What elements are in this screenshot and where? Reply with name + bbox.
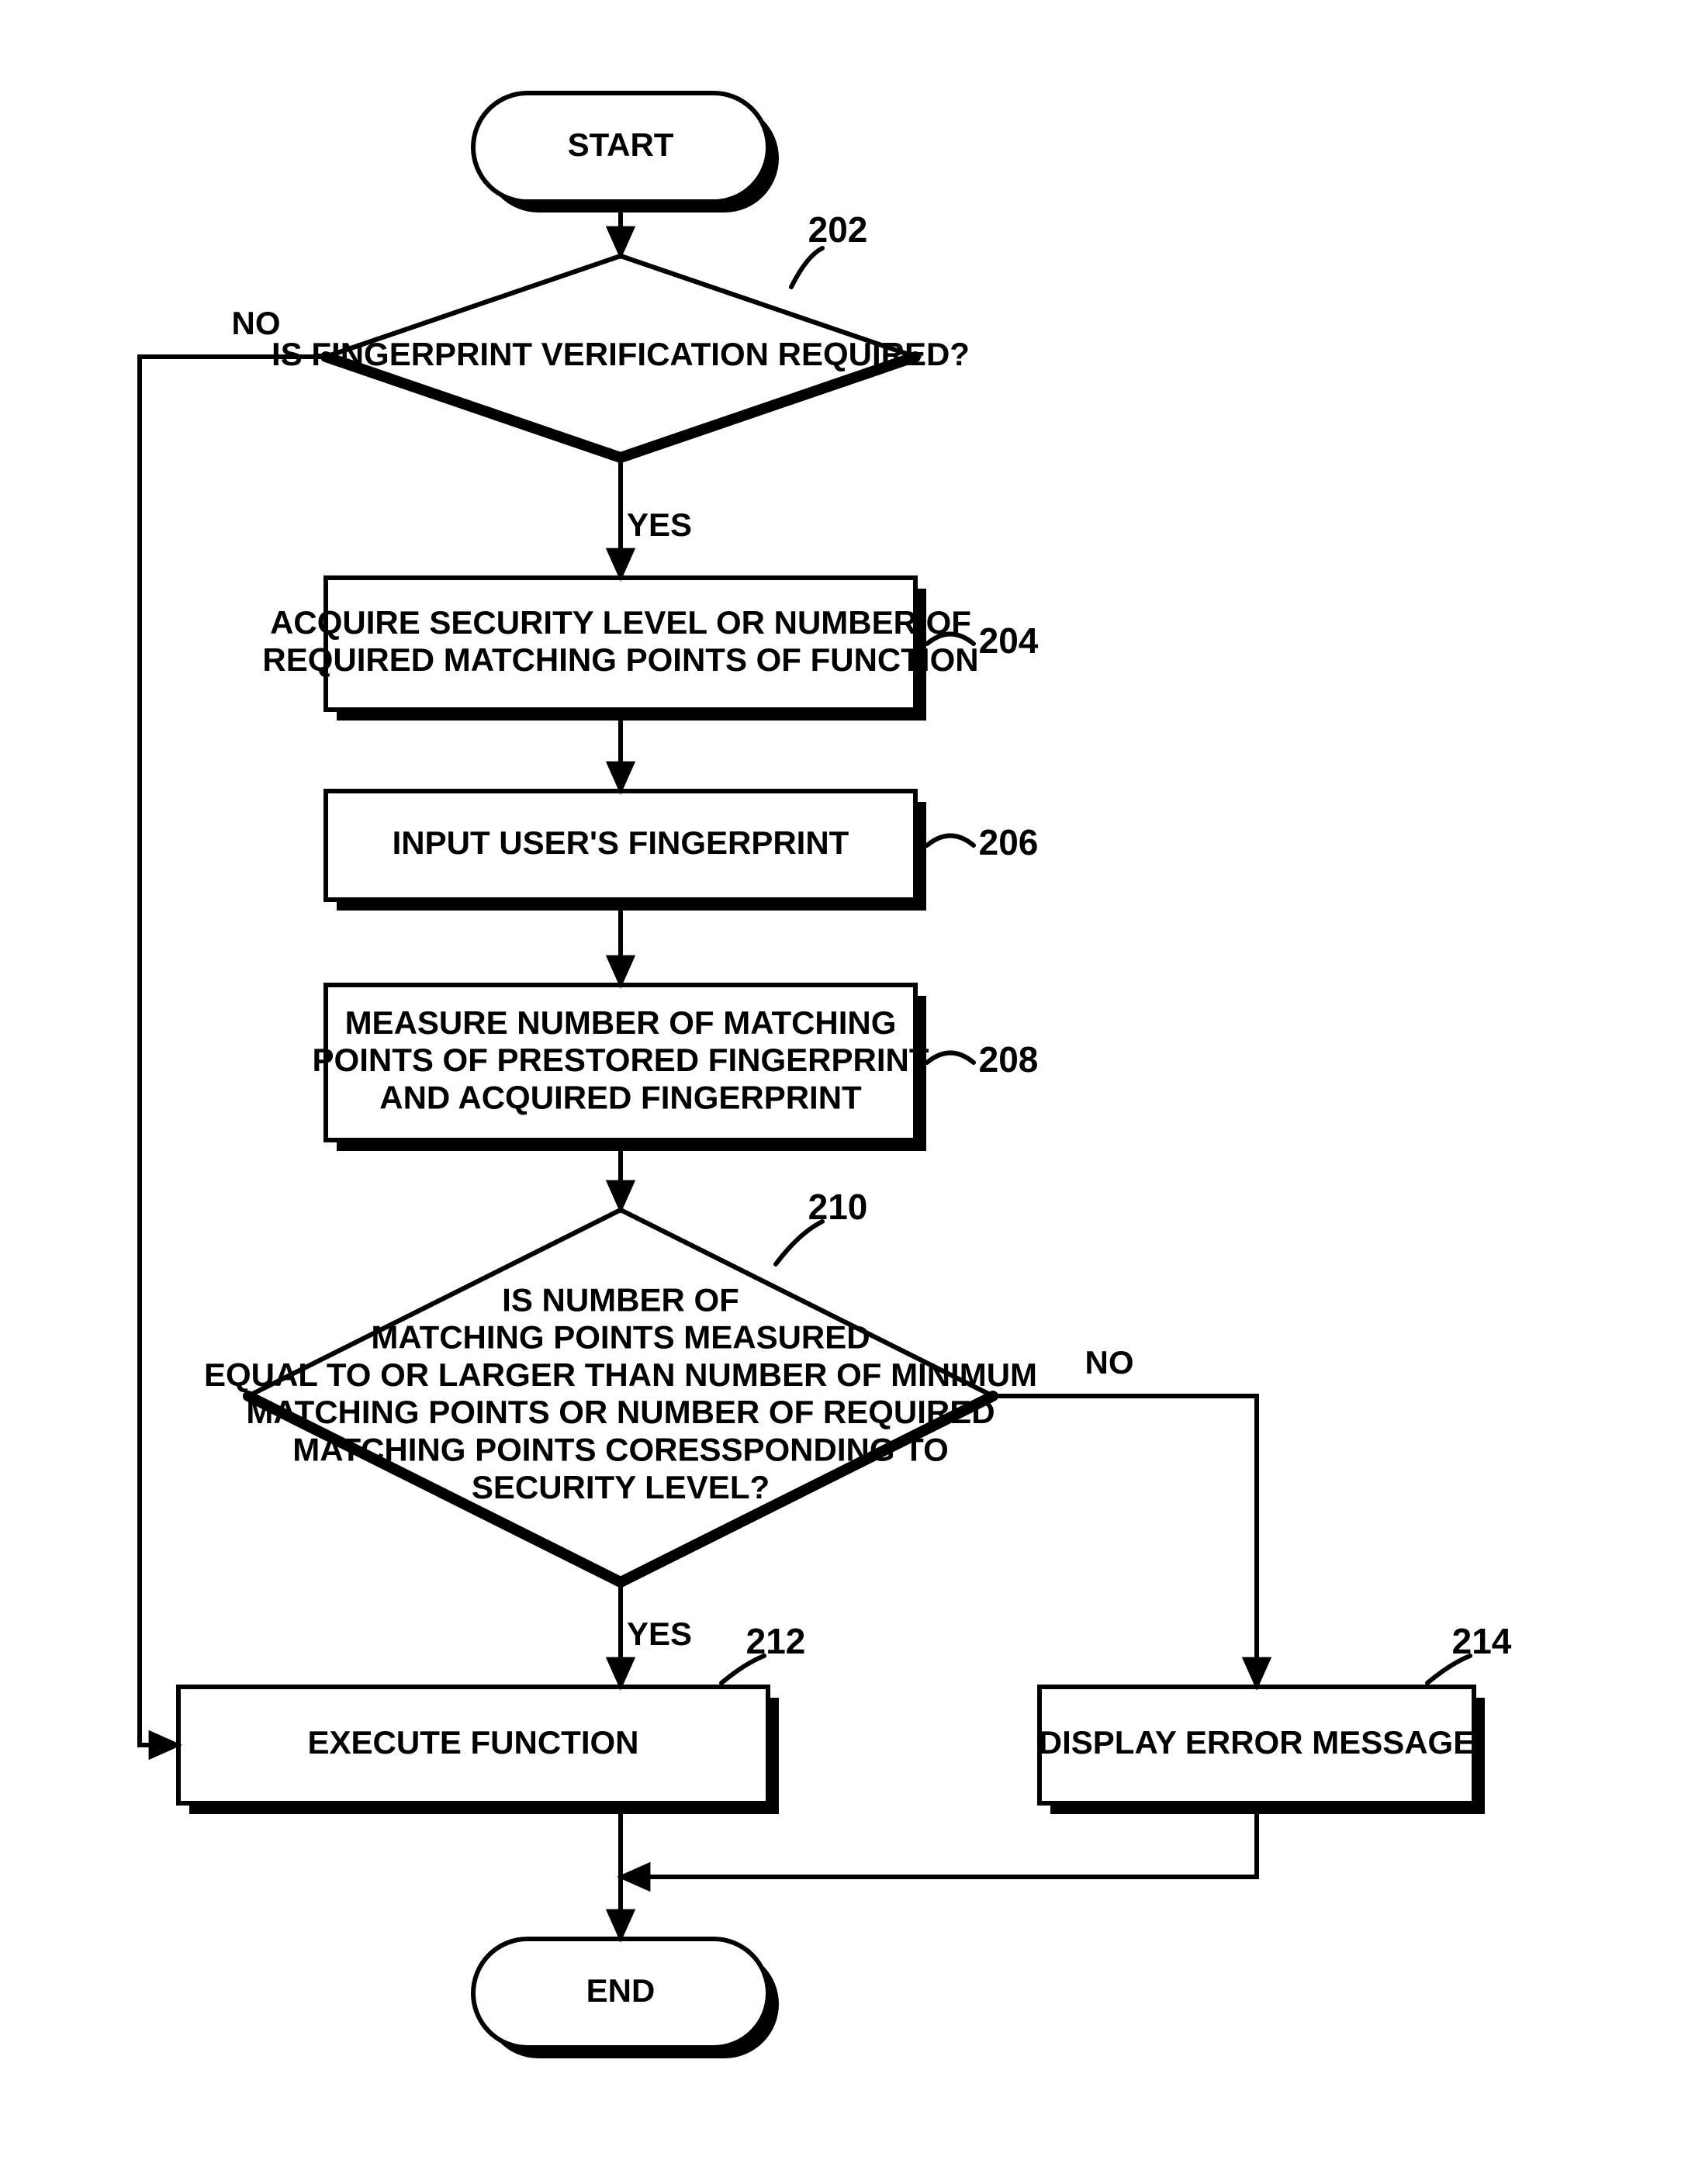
- terminator-node: END: [473, 1939, 779, 2058]
- decision-node: IS NUMBER OFMATCHING POINTS MEASUREDEQUA…: [204, 1210, 1037, 1582]
- svg-text:IS NUMBER OF: IS NUMBER OF: [502, 1281, 739, 1318]
- svg-text:START: START: [568, 126, 674, 163]
- process-node: DISPLAY ERROR MESSAGE: [1039, 1687, 1485, 1814]
- svg-text:DISPLAY ERROR MESSAGE: DISPLAY ERROR MESSAGE: [1039, 1724, 1475, 1761]
- svg-text:SECURITY LEVEL?: SECURITY LEVEL?: [472, 1469, 770, 1505]
- svg-text:214: 214: [1452, 1621, 1512, 1661]
- process-node: INPUT USER'S FINGERPRINT: [326, 791, 926, 911]
- ref-label: 214: [1427, 1621, 1512, 1683]
- svg-text:ACQUIRE SECURITY LEVEL OR NUMB: ACQUIRE SECURITY LEVEL OR NUMBER OF: [270, 604, 971, 641]
- svg-text:MEASURE NUMBER OF MATCHING: MEASURE NUMBER OF MATCHING: [345, 1004, 897, 1041]
- ref-label: 206: [927, 822, 1038, 862]
- svg-text:POINTS OF PRESTORED FINGERPRIN: POINTS OF PRESTORED FINGERPRINT: [313, 1042, 929, 1078]
- svg-text:MATCHING POINTS OR NUMBER OF R: MATCHING POINTS OR NUMBER OF REQUIRED: [246, 1394, 995, 1430]
- edge: NO: [140, 305, 326, 1745]
- decision-node: IS FINGERPRINT VERIFICATION REQUIRED?: [272, 256, 970, 458]
- svg-text:IS FINGERPRINT VERIFICATION RE: IS FINGERPRINT VERIFICATION REQUIRED?: [272, 336, 970, 372]
- svg-text:NO: NO: [1085, 1344, 1134, 1381]
- svg-text:210: 210: [808, 1187, 868, 1227]
- svg-text:212: 212: [746, 1621, 806, 1661]
- ref-label: 210: [776, 1187, 867, 1264]
- svg-text:EQUAL TO OR LARGER THAN NUMBER: EQUAL TO OR LARGER THAN NUMBER OF MINIMU…: [204, 1356, 1037, 1393]
- edge: NO: [993, 1344, 1257, 1687]
- svg-text:NO: NO: [232, 305, 281, 341]
- process-node: MEASURE NUMBER OF MATCHINGPOINTS OF PRES…: [313, 985, 929, 1151]
- svg-text:AND ACQUIRED FINGERPRINT: AND ACQUIRED FINGERPRINT: [379, 1079, 862, 1115]
- svg-text:REQUIRED MATCHING POINTS OF FU: REQUIRED MATCHING POINTS OF FUNCTION: [262, 641, 978, 678]
- svg-text:EXECUTE FUNCTION: EXECUTE FUNCTION: [307, 1724, 638, 1761]
- ref-label: 212: [721, 1621, 805, 1683]
- process-node: EXECUTE FUNCTION: [178, 1687, 779, 1814]
- svg-text:MATCHING POINTS CORESSPONDING: MATCHING POINTS CORESSPONDING TO: [292, 1432, 949, 1468]
- svg-text:END: END: [586, 1972, 656, 2009]
- terminator-node: START: [473, 93, 779, 213]
- svg-text:202: 202: [808, 209, 868, 250]
- ref-label: 208: [927, 1039, 1038, 1080]
- process-node: ACQUIRE SECURITY LEVEL OR NUMBER OFREQUI…: [262, 578, 978, 721]
- svg-text:YES: YES: [627, 506, 692, 543]
- edge: [621, 1803, 1257, 1877]
- svg-text:INPUT USER'S FINGERPRINT: INPUT USER'S FINGERPRINT: [393, 824, 849, 861]
- svg-text:204: 204: [979, 620, 1039, 661]
- svg-text:208: 208: [979, 1039, 1039, 1080]
- edge: YES: [621, 1582, 692, 1687]
- svg-text:MATCHING POINTS MEASURED: MATCHING POINTS MEASURED: [371, 1319, 870, 1356]
- edge: YES: [621, 458, 692, 578]
- svg-text:206: 206: [979, 822, 1039, 862]
- ref-label: 202: [791, 209, 867, 287]
- svg-text:YES: YES: [627, 1616, 692, 1652]
